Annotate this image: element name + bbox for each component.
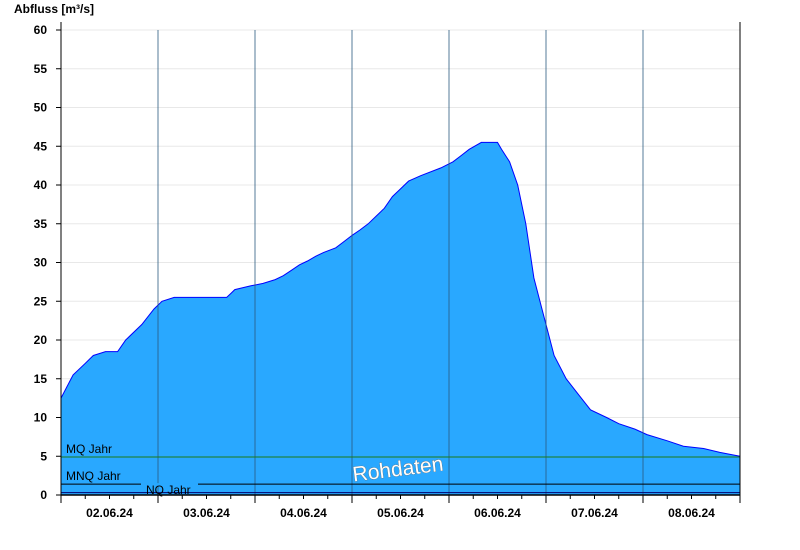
y-tick-label: 5 xyxy=(40,449,47,463)
x-tick-label: 06.06.24 xyxy=(474,506,521,520)
x-tick-label: 08.06.24 xyxy=(668,506,715,520)
y-tick-label: 50 xyxy=(34,101,48,115)
y-tick-label: 0 xyxy=(40,488,47,502)
ref-label: NQ Jahr xyxy=(146,483,191,497)
y-tick-label: 10 xyxy=(34,411,48,425)
x-tick-label: 03.06.24 xyxy=(183,506,230,520)
y-tick-label: 40 xyxy=(34,178,48,192)
x-tick-label: 02.06.24 xyxy=(86,506,133,520)
y-tick-label: 55 xyxy=(34,62,48,76)
y-tick-label: 45 xyxy=(34,139,48,153)
ref-label: MQ Jahr xyxy=(66,442,112,456)
discharge-line xyxy=(60,141,741,457)
x-tick-label: 07.06.24 xyxy=(571,506,618,520)
y-tick-label: 60 xyxy=(34,23,48,37)
y-tick-label: 20 xyxy=(34,333,48,347)
y-tick-label: 35 xyxy=(34,217,48,231)
x-tick-label: 05.06.24 xyxy=(377,506,424,520)
y-axis-label: Abfluss [m³/s] xyxy=(14,2,94,16)
y-tick-label: 30 xyxy=(34,256,48,270)
ref-label: MNQ Jahr xyxy=(66,469,121,483)
y-tick-label: 15 xyxy=(34,372,48,386)
discharge-area xyxy=(61,142,740,495)
x-tick-label: 04.06.24 xyxy=(280,506,327,520)
y-tick-label: 25 xyxy=(34,294,48,308)
